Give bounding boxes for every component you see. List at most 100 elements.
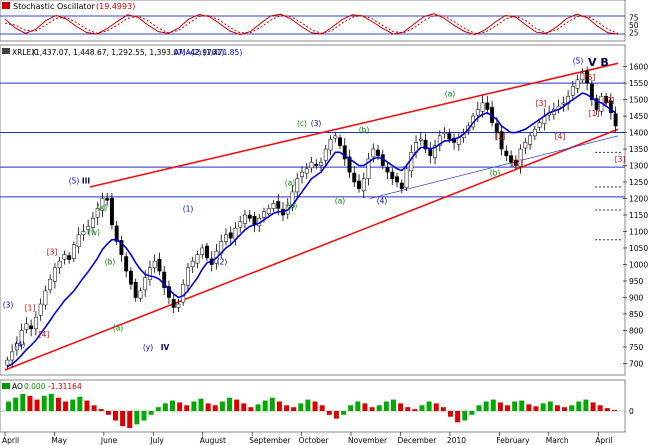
ao-bar	[341, 411, 347, 415]
support-trend-line	[369, 135, 619, 199]
ao-bar	[533, 406, 539, 411]
wave-label: (1)	[183, 205, 194, 214]
ao-bar	[276, 401, 282, 411]
candle-body	[71, 244, 76, 259]
wave-label: [3]	[536, 99, 547, 108]
channel-upper-line	[89, 62, 619, 188]
candle-body	[585, 70, 590, 84]
candle-body	[342, 145, 347, 160]
wave-label: (x)	[97, 203, 107, 212]
ma-value: (1,471.85)	[203, 48, 242, 57]
wave-label: IV	[161, 343, 170, 352]
ao-bar	[519, 400, 525, 411]
price-tick-label: 1600	[629, 63, 648, 72]
ao-bar	[120, 411, 126, 427]
wave-label: (5)	[573, 56, 584, 65]
ao-bar	[447, 411, 453, 417]
candle-body	[224, 234, 228, 242]
candle-body	[57, 260, 62, 269]
candle-body	[347, 156, 352, 173]
candle-body	[518, 148, 523, 167]
ao-bar	[184, 405, 190, 411]
ao-bar	[127, 411, 133, 429]
candle-body	[24, 323, 29, 330]
ao-bar	[569, 405, 575, 411]
price-legend-swatch	[2, 48, 10, 54]
candle-body	[243, 214, 247, 224]
candle-body	[185, 267, 190, 286]
candle-body	[528, 135, 533, 145]
ao-bar	[262, 400, 268, 411]
wave-label: (a)	[113, 323, 124, 332]
candle-body	[437, 135, 442, 147]
oscillator-series-line	[4, 14, 619, 34]
price-tick-label: 1350	[629, 145, 648, 154]
candle-body	[570, 86, 575, 96]
ao-bar	[376, 405, 382, 411]
candle-body	[200, 247, 205, 255]
candle-body	[523, 142, 528, 149]
x-tick-label: February	[496, 436, 530, 445]
ao-legend: AO 0.000 -1.31164	[2, 382, 82, 391]
candle-body	[43, 290, 48, 306]
wave-label: (a)	[285, 178, 296, 187]
price-tick-label: 1400	[629, 129, 648, 138]
channel-lower-line	[4, 128, 619, 371]
candle-body	[29, 325, 34, 330]
x-tick-label: April	[2, 436, 19, 445]
candle-body	[147, 267, 152, 280]
candle-body	[100, 198, 105, 211]
ao-bar	[590, 402, 596, 411]
ao-bar	[84, 400, 90, 411]
wave-label-vb: V B	[588, 56, 609, 69]
ao-bar	[212, 405, 218, 411]
candle-body	[485, 102, 490, 110]
ao-bar	[455, 411, 461, 423]
candle-body	[399, 182, 404, 189]
price-header-values: (1,437.07, 1,448.67, 1,292.55, 1,393.07,…	[32, 48, 224, 57]
price-tick-label: 850	[629, 310, 644, 319]
candle-body	[357, 180, 361, 189]
price-tick-label: 1100	[629, 227, 648, 236]
ao-value-2: -1.31164	[48, 382, 82, 391]
ao-bar	[155, 407, 161, 411]
wave-label: (b)	[287, 201, 298, 210]
candle-body	[561, 102, 566, 105]
candle-body	[14, 343, 19, 351]
candle-body	[480, 102, 485, 112]
candle-body	[252, 216, 257, 226]
candle-body	[33, 316, 38, 330]
candle-body	[86, 226, 91, 230]
x-tick-label: July	[149, 436, 164, 445]
wave-label: [2]	[604, 96, 615, 105]
ao-bar	[312, 401, 318, 411]
candle-body	[404, 168, 409, 188]
wave-label: (2)	[217, 257, 228, 266]
candle-body	[109, 197, 114, 226]
wave-label: (b)	[359, 126, 370, 135]
oscillator-series-line	[4, 13, 619, 36]
candle-body	[509, 155, 514, 163]
candle-body	[395, 176, 399, 183]
candle-body	[352, 172, 357, 183]
ao-bar	[48, 393, 54, 411]
ao-bar	[305, 399, 311, 411]
price-tick-label: 1200	[629, 195, 648, 204]
wave-label: [3]	[47, 248, 58, 257]
candle-body	[10, 351, 15, 361]
candle-body	[276, 201, 281, 209]
ao-bar	[355, 401, 361, 411]
ao-bar	[98, 409, 104, 411]
candle-body	[105, 198, 110, 201]
x-tick-label: 2010	[447, 436, 466, 445]
wave-label: (b)	[490, 168, 501, 177]
candle-body	[338, 137, 342, 147]
ao-bar	[170, 400, 176, 411]
wave-label: (c)	[297, 119, 307, 128]
candle-body	[162, 271, 167, 288]
candle-body	[119, 240, 124, 255]
ao-bar	[198, 398, 204, 411]
x-tick-label: May	[51, 436, 67, 445]
oscillator-tick-label: 50	[629, 21, 639, 30]
ao-bar	[77, 396, 83, 411]
